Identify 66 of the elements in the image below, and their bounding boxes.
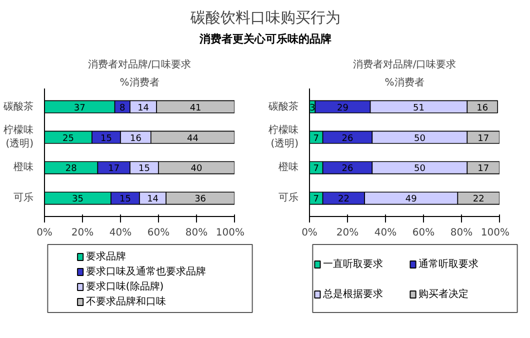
y-tick-label: 柠檬味 (透明)	[4, 124, 34, 150]
chart-title: 消费者对品牌/口味要求	[88, 58, 192, 70]
data-label: 36	[194, 194, 206, 205]
data-label: 22	[338, 194, 350, 205]
data-label: 17	[478, 164, 490, 174]
x-tick-label: 20%	[71, 228, 94, 238]
x-tick-label: 40%	[109, 228, 132, 238]
y-tick-label: 可乐	[14, 192, 34, 204]
data-label: 7	[313, 164, 320, 174]
x-tick-label: 0%	[302, 228, 318, 238]
data-label: 7	[313, 194, 320, 205]
y-tick-label: 碳酸茶	[2, 100, 34, 112]
data-label: 28	[65, 164, 78, 174]
data-label: 17	[478, 134, 490, 144]
data-label: 37	[74, 103, 86, 114]
data-label: 16	[476, 103, 488, 114]
data-label: 7	[313, 134, 320, 144]
legend-label: 一直听取要求	[323, 258, 384, 270]
data-label: 49	[405, 194, 418, 205]
chart-subtitle: %消费者	[384, 76, 424, 88]
y-tick-label: 橙味	[278, 161, 298, 174]
data-label: 17	[108, 164, 120, 174]
x-tick-label: 80%	[185, 228, 208, 238]
data-label: 16	[130, 134, 142, 144]
data-label: 15	[100, 134, 112, 144]
data-label: 29	[337, 103, 349, 114]
legend-label: 购买者决定	[418, 288, 469, 300]
data-label: 3	[309, 103, 316, 114]
data-label: 50	[414, 164, 426, 174]
text: 消费者更关心可乐味的品牌	[198, 32, 332, 46]
x-tick-label: 40%	[374, 228, 397, 238]
x-tick-label: 80%	[450, 228, 473, 238]
data-label: 14	[147, 194, 159, 205]
x-tick-label: 60%	[147, 228, 170, 238]
data-label: 22	[472, 194, 484, 205]
legend-label: 要求口味及通常也要求品牌	[86, 266, 206, 278]
data-label: 15	[120, 194, 131, 205]
x-tick-label: 60%	[412, 228, 435, 238]
y-tick-label: 碳酸茶	[268, 100, 298, 112]
x-tick-label: 20%	[336, 228, 359, 238]
text: 碳酸饮料口味购买行为	[190, 8, 340, 26]
data-label: 15	[138, 164, 150, 174]
x-tick-label: 100%	[216, 228, 245, 238]
legend-label: 要求品牌	[86, 250, 126, 262]
y-tick-label: 橙味	[14, 161, 34, 174]
data-label: 51	[413, 103, 424, 114]
chart-title: 消费者对品牌/口味要求	[352, 58, 456, 70]
x-tick-label: 0%	[36, 228, 52, 238]
data-label: 14	[138, 103, 150, 114]
data-label: 50	[414, 134, 426, 144]
chart-subtitle: %消费者	[120, 76, 160, 88]
x-tick-label: 100%	[480, 228, 510, 238]
data-label: 35	[72, 194, 84, 205]
legend-label: 通常听取要求	[418, 258, 479, 270]
data-label: 25	[62, 134, 74, 144]
y-tick-label: 可乐	[278, 192, 298, 204]
data-label: 41	[190, 103, 202, 114]
legend-label: 不要求品牌和口味	[86, 296, 166, 308]
data-label: 26	[342, 164, 354, 174]
legend-label: 总是根据要求	[322, 288, 384, 300]
data-label: 26	[342, 134, 354, 144]
y-tick-label: 柠檬味 (透明)	[268, 124, 299, 150]
data-label: 44	[186, 134, 199, 144]
data-label: 8	[120, 103, 126, 114]
data-label: 40	[190, 164, 202, 174]
legend-label: 要求口味(除品牌)	[86, 280, 164, 292]
